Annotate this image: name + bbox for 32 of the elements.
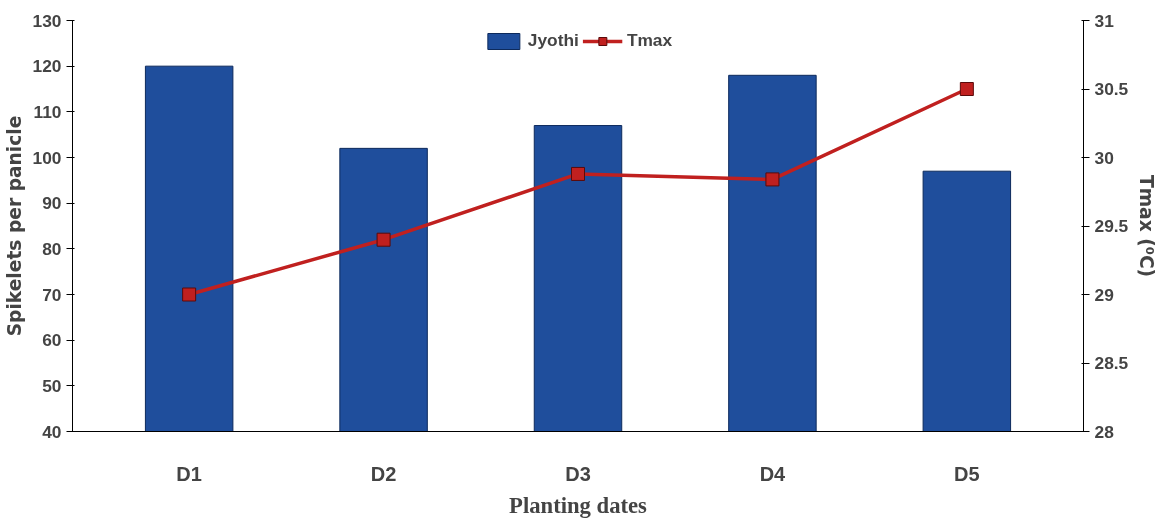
y-tick-label: 120 <box>32 56 62 77</box>
x-tick-label: D3 <box>565 462 591 485</box>
point <box>959 82 974 96</box>
y2-tick-label: 30.5 <box>1094 79 1129 99</box>
y2-tick-label: 29.5 <box>1094 216 1129 236</box>
legend-label: Tmax <box>626 30 673 51</box>
x-tick-label: D2 <box>370 462 397 485</box>
y-tick-label: 100 <box>32 147 62 168</box>
y2-tick-label: 29 <box>1094 284 1114 305</box>
point <box>376 232 391 247</box>
y-tick-label: 90 <box>42 193 62 214</box>
y-tick-label: 80 <box>42 238 62 259</box>
y-axis-title: Spikelets per panicle <box>3 115 25 337</box>
y2-tick-label: 28 <box>1094 421 1115 442</box>
legend-label: Jyothi <box>527 30 579 51</box>
y-tick-label: 40 <box>42 421 62 442</box>
y-tick-label: 70 <box>42 284 62 305</box>
point <box>182 287 197 302</box>
x-tick-label: D1 <box>176 462 202 485</box>
point <box>571 166 585 181</box>
y-tick-label: 60 <box>42 330 62 351</box>
y2-tick-label: 31 <box>1094 10 1115 31</box>
x-axis-title: Planting dates <box>509 492 648 518</box>
y-tick-label: 50 <box>42 375 62 396</box>
y2-tick-label: 30 <box>1094 147 1114 168</box>
y2-tick-label: 28.5 <box>1094 353 1129 373</box>
y-tick-label: 110 <box>33 101 62 122</box>
y2-axis-title: Tmax (⁰C) <box>1136 174 1158 278</box>
point <box>765 172 780 187</box>
x-tick-label: D4 <box>759 462 787 485</box>
x-tick-label: D5 <box>954 462 980 485</box>
y-tick-label: 130 <box>32 10 62 31</box>
